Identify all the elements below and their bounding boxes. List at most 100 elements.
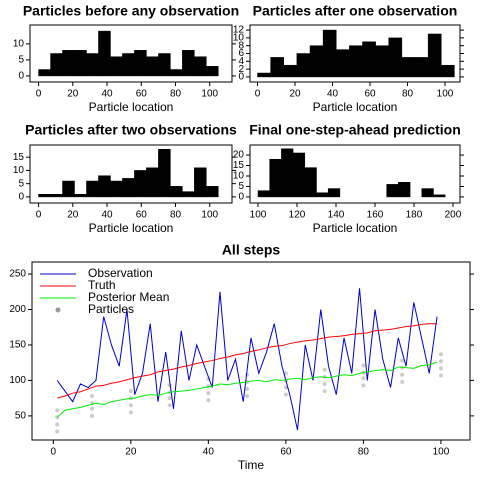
x-tick-label: 40 [327, 89, 339, 100]
x-tick-label: 160 [367, 210, 384, 221]
x-tick-label: 20 [125, 447, 137, 458]
legend-label: Particles [88, 302, 134, 316]
bar [50, 194, 63, 198]
y-tick-label: 12 [233, 25, 245, 36]
x-tick-label: 60 [136, 89, 148, 100]
particle [245, 394, 250, 399]
particle [55, 429, 60, 434]
panel-title: Particles before any observation [23, 3, 239, 19]
y-tick-label: 5 [238, 181, 244, 192]
x-tick-label: 60 [280, 447, 292, 458]
particle [283, 371, 288, 376]
panel-title: All steps [222, 242, 281, 258]
bar [122, 178, 135, 198]
bar [316, 192, 329, 198]
bar [441, 64, 455, 78]
y-tick-label: 0 [238, 192, 244, 203]
x-tick-label: 100 [437, 89, 454, 100]
plot-frame [29, 24, 233, 83]
series-line [56, 288, 438, 431]
particle [90, 394, 95, 399]
panel-title: Particles after one observation [253, 3, 458, 19]
bar [283, 64, 298, 78]
particle [206, 391, 211, 396]
particle [361, 383, 366, 388]
bar [86, 180, 99, 198]
panel-title: Final one-step-ahead prediction [249, 122, 461, 138]
y-tick-label: 8 [238, 40, 244, 51]
bar [182, 191, 195, 198]
particle [128, 403, 133, 408]
particle [438, 352, 443, 357]
particle [90, 406, 95, 411]
x-tick-label: 0 [36, 89, 42, 100]
bar [309, 45, 324, 78]
particle [167, 403, 172, 408]
bar [62, 50, 75, 77]
x-axis-label: Particle location [89, 221, 174, 235]
panel-title: Particles after two observations [25, 122, 237, 138]
bar [386, 184, 399, 198]
bar [206, 66, 219, 77]
x-axis-label: Particle location [313, 221, 398, 235]
legend-symbol [55, 307, 61, 313]
series-line [57, 323, 438, 399]
legend-label: Posterior Mean [88, 290, 169, 304]
bar [427, 33, 442, 78]
y-tick-label: 20 [233, 150, 245, 161]
bar [158, 53, 171, 77]
y-tick-label: 10 [13, 165, 25, 176]
particle [128, 389, 133, 394]
x-tick-label: 0 [255, 89, 261, 100]
particle [55, 408, 60, 413]
x-tick-label: 60 [364, 89, 376, 100]
plot-frame [29, 144, 233, 204]
bar [401, 57, 416, 78]
particle [167, 396, 172, 401]
plot-frame [249, 144, 461, 204]
bar [292, 152, 306, 198]
particle [90, 413, 95, 418]
particle [438, 359, 443, 364]
bar [421, 188, 434, 198]
x-tick-label: 40 [203, 447, 215, 458]
bar [362, 41, 376, 78]
y-tick-label: 250 [9, 269, 26, 280]
bar [304, 167, 317, 198]
particle [283, 392, 288, 397]
bar [38, 194, 51, 198]
bar [194, 167, 207, 198]
x-tick-label: 20 [67, 210, 79, 221]
y-tick-label: 5 [18, 178, 24, 189]
bar [433, 194, 446, 198]
y-tick-label: 150 [9, 340, 26, 351]
bar [398, 182, 411, 198]
x-tick-label: 140 [328, 210, 345, 221]
y-tick-label: 50 [15, 411, 27, 422]
y-tick-label: 10 [233, 33, 245, 44]
y-tick-label: 200 [9, 304, 26, 315]
bar [146, 167, 159, 198]
x-tick-label: 20 [67, 89, 79, 100]
bar [206, 186, 219, 198]
x-tick-label: 100 [201, 210, 218, 221]
bar [327, 188, 341, 198]
particle [322, 389, 327, 394]
x-tick-label: 80 [170, 210, 182, 221]
x-tick-label: 100 [201, 89, 218, 100]
legend-label: Observation [88, 266, 153, 280]
particle [438, 373, 443, 378]
particle [438, 366, 443, 371]
particle [361, 363, 366, 368]
x-tick-label: 100 [250, 210, 267, 221]
bar [269, 158, 282, 198]
bar [98, 30, 111, 77]
particle [206, 398, 211, 403]
bar [388, 37, 403, 78]
x-tick-label: 80 [402, 89, 414, 100]
bar [86, 53, 99, 77]
y-tick-label: 100 [9, 375, 26, 386]
bar [74, 194, 87, 198]
x-axis-label: Time [238, 458, 265, 472]
